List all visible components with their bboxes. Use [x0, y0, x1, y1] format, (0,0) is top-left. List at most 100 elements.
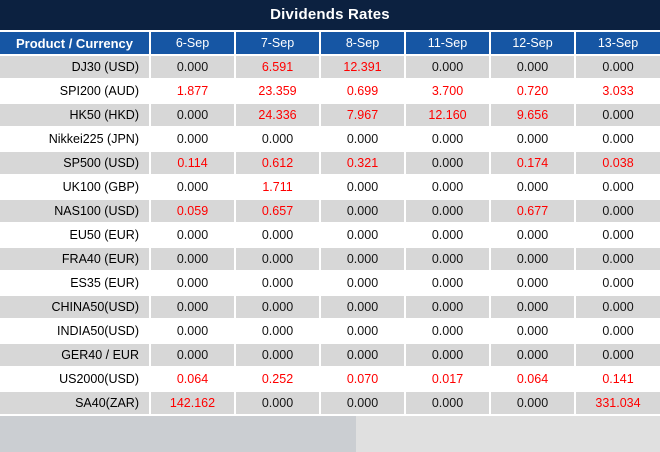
- value-cell: 0.252: [235, 367, 321, 391]
- table-row: SPI200 (AUD) 1.877 23.359 0.699 3.700 0.720 3.…: [0, 79, 660, 103]
- value-cell: 7.967: [320, 103, 406, 127]
- value-cell: 0.000: [150, 103, 236, 127]
- value-cell: 3.033: [575, 79, 660, 103]
- value-cell: 0.141: [575, 367, 660, 391]
- value-cell: 0.000: [575, 295, 660, 319]
- value-cell: 0.000: [405, 151, 491, 175]
- value-cell: 0.000: [150, 247, 236, 271]
- product-cell: UK100 (GBP): [0, 175, 151, 199]
- table-row: DJ30 (USD) 0.000 6.591 12.391 0.000 0.000 0.00…: [0, 55, 660, 79]
- table-row: US2000(USD) 0.064 0.252 0.070 0.017 0.064 0.14…: [0, 367, 660, 391]
- value-cell: 0.017: [405, 367, 491, 391]
- value-cell: 0.000: [575, 271, 660, 295]
- value-cell: 0.000: [405, 271, 491, 295]
- table-title: Dividends Rates: [0, 0, 660, 30]
- value-cell: 1.711: [235, 175, 321, 199]
- table-row: Nikkei225 (JPN) 0.000 0.000 0.000 0.000 0.000…: [0, 127, 660, 151]
- value-cell: 0.000: [405, 295, 491, 319]
- table-row: ES35 (EUR) 0.000 0.000 0.000 0.000 0.000 0.000: [0, 271, 660, 295]
- value-cell: 0.000: [405, 391, 491, 415]
- product-cell: SA40(ZAR): [0, 391, 151, 415]
- table-row: EU50 (EUR) 0.000 0.000 0.000 0.000 0.000 0.000: [0, 223, 660, 247]
- product-cell: NAS100 (USD): [0, 199, 151, 223]
- product-cell: EU50 (EUR): [0, 223, 151, 247]
- value-cell: 0.000: [150, 343, 236, 367]
- value-cell: 331.034: [575, 391, 660, 415]
- value-cell: 0.000: [320, 199, 406, 223]
- bottom-strip: [0, 416, 660, 452]
- table-header: Product / Currency 6-Sep 7-Sep 8-Sep 11-…: [0, 31, 660, 55]
- table-row: NAS100 (USD) 0.059 0.657 0.000 0.000 0.677 0.0…: [0, 199, 660, 223]
- dividends-table: Product / Currency 6-Sep 7-Sep 8-Sep 11-…: [0, 30, 660, 416]
- value-cell: 0.000: [150, 127, 236, 151]
- value-cell: 0.000: [575, 247, 660, 271]
- value-cell: 6.591: [235, 55, 321, 79]
- value-cell: 0.000: [405, 319, 491, 343]
- value-cell: 0.000: [405, 127, 491, 151]
- table-row: CHINA50(USD) 0.000 0.000 0.000 0.000 0.000 0.0…: [0, 295, 660, 319]
- product-cell: FRA40 (EUR): [0, 247, 151, 271]
- value-cell: 0.064: [490, 367, 576, 391]
- value-cell: 0.000: [320, 391, 406, 415]
- value-cell: 0.000: [490, 175, 576, 199]
- product-cell: HK50 (HKD): [0, 103, 151, 127]
- product-cell: SP500 (USD): [0, 151, 151, 175]
- value-cell: 0.000: [235, 343, 321, 367]
- column-header-date: 7-Sep: [235, 31, 321, 55]
- value-cell: 0.000: [490, 295, 576, 319]
- table-row: SA40(ZAR) 142.162 0.000 0.000 0.000 0.000 331.…: [0, 391, 660, 415]
- table-row: SP500 (USD) 0.114 0.612 0.321 0.000 0.174 0.03…: [0, 151, 660, 175]
- column-header-date: 13-Sep: [575, 31, 660, 55]
- product-cell: US2000(USD): [0, 367, 151, 391]
- value-cell: 0.000: [490, 55, 576, 79]
- value-cell: 0.000: [320, 247, 406, 271]
- value-cell: 0.000: [235, 127, 321, 151]
- bottom-strip-left-segment: [0, 416, 356, 452]
- product-cell: DJ30 (USD): [0, 55, 151, 79]
- table-row: HK50 (HKD) 0.000 24.336 7.967 12.160 9.656 0.0…: [0, 103, 660, 127]
- value-cell: 0.000: [150, 319, 236, 343]
- value-cell: 0.000: [405, 175, 491, 199]
- value-cell: 0.000: [405, 343, 491, 367]
- value-cell: 0.000: [490, 127, 576, 151]
- value-cell: 0.000: [320, 127, 406, 151]
- value-cell: 0.000: [490, 247, 576, 271]
- value-cell: 0.174: [490, 151, 576, 175]
- product-cell: GER40 / EUR: [0, 343, 151, 367]
- value-cell: 0.000: [490, 391, 576, 415]
- value-cell: 0.720: [490, 79, 576, 103]
- value-cell: 0.000: [405, 223, 491, 247]
- value-cell: 0.000: [490, 343, 576, 367]
- value-cell: 12.391: [320, 55, 406, 79]
- value-cell: 0.612: [235, 151, 321, 175]
- value-cell: 0.000: [490, 223, 576, 247]
- table-body: DJ30 (USD) 0.000 6.591 12.391 0.000 0.000 0.00…: [0, 55, 660, 415]
- column-header-product: Product / Currency: [0, 31, 151, 55]
- value-cell: 0.000: [405, 247, 491, 271]
- value-cell: 0.000: [235, 391, 321, 415]
- table-row: INDIA50(USD) 0.000 0.000 0.000 0.000 0.000 0.0…: [0, 319, 660, 343]
- table-row: FRA40 (EUR) 0.000 0.000 0.000 0.000 0.000 0.00…: [0, 247, 660, 271]
- value-cell: 142.162: [150, 391, 236, 415]
- value-cell: 0.059: [150, 199, 236, 223]
- value-cell: 0.000: [150, 223, 236, 247]
- value-cell: 0.000: [320, 223, 406, 247]
- value-cell: 0.000: [405, 199, 491, 223]
- value-cell: 0.000: [235, 247, 321, 271]
- column-header-date: 12-Sep: [490, 31, 576, 55]
- value-cell: 0.000: [405, 55, 491, 79]
- value-cell: 0.000: [320, 175, 406, 199]
- value-cell: 0.000: [575, 319, 660, 343]
- value-cell: 0.114: [150, 151, 236, 175]
- value-cell: 12.160: [405, 103, 491, 127]
- value-cell: 0.000: [150, 175, 236, 199]
- value-cell: 1.877: [150, 79, 236, 103]
- value-cell: 0.000: [320, 319, 406, 343]
- value-cell: 0.699: [320, 79, 406, 103]
- value-cell: 0.000: [575, 103, 660, 127]
- value-cell: 23.359: [235, 79, 321, 103]
- table-row: UK100 (GBP) 0.000 1.711 0.000 0.000 0.000 0.00…: [0, 175, 660, 199]
- value-cell: 24.336: [235, 103, 321, 127]
- value-cell: 0.000: [150, 55, 236, 79]
